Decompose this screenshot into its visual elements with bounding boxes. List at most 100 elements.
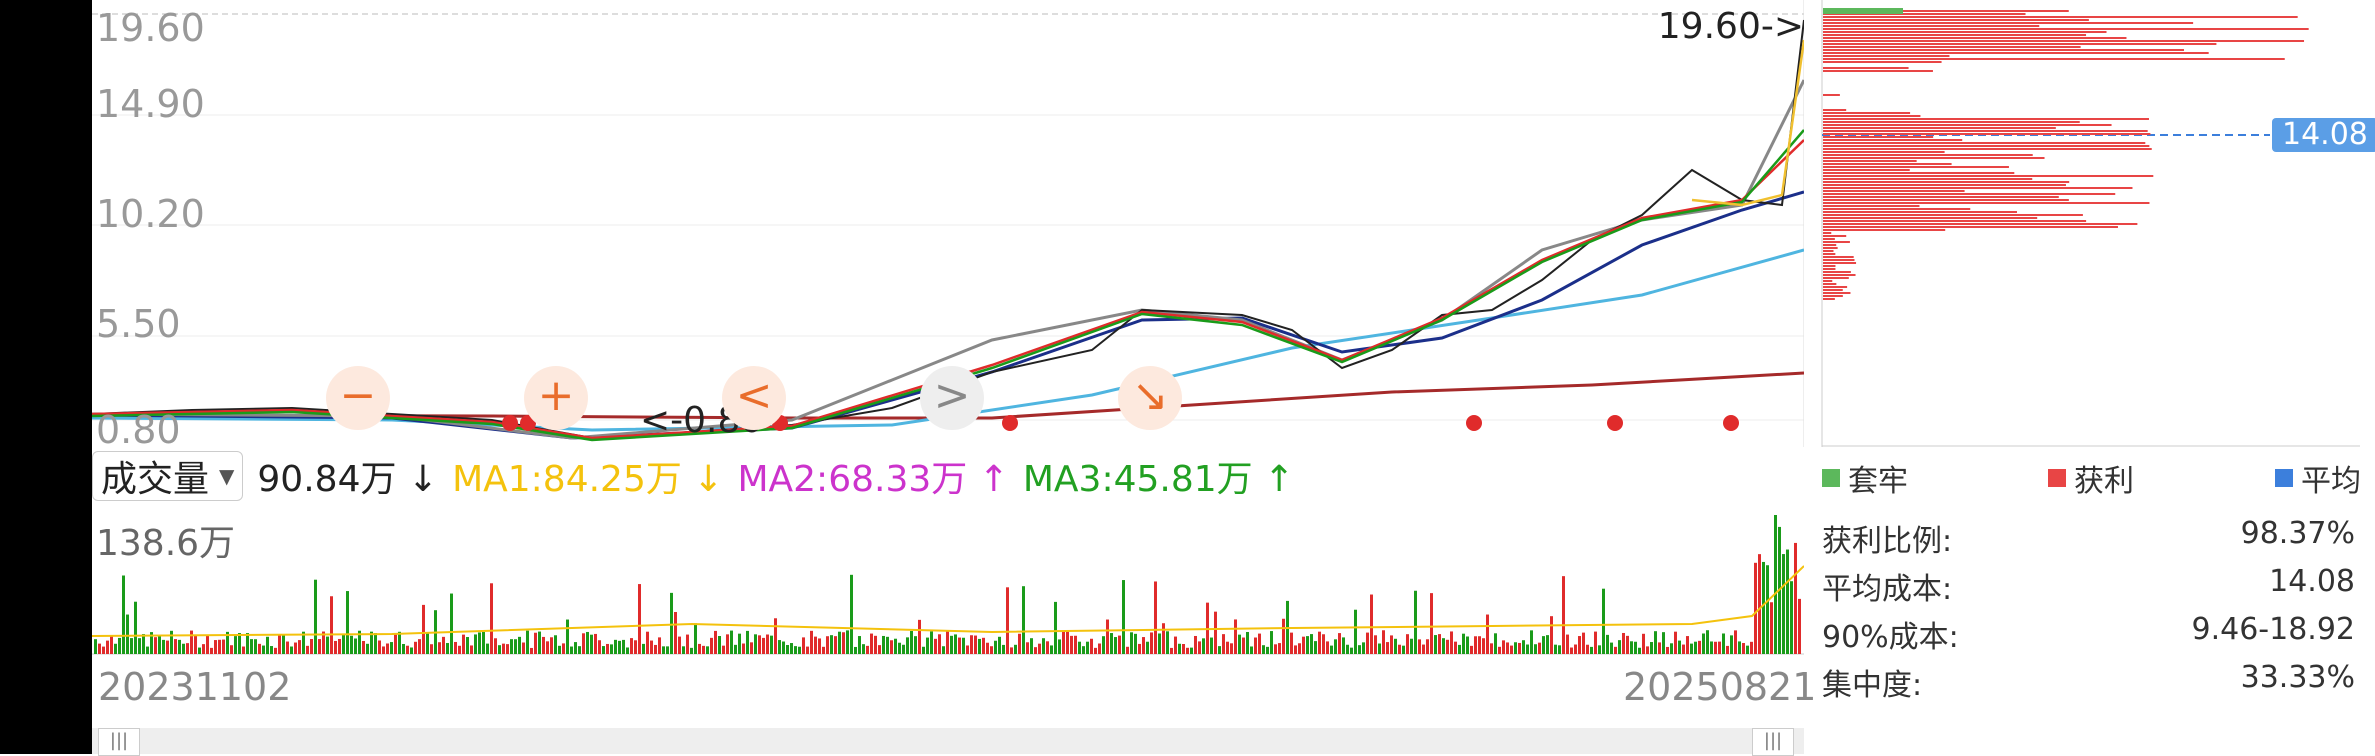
chip-bar (1823, 94, 1840, 96)
volume-bar (1274, 644, 1277, 654)
prev-button[interactable]: < (722, 366, 786, 430)
chip-distribution-chart[interactable] (1820, 0, 2360, 447)
chip-bar (1823, 298, 1835, 300)
volume-bar (1482, 638, 1485, 654)
trapped-swatch (1822, 469, 1840, 487)
volume-bar (1534, 644, 1537, 654)
volume-bar (506, 644, 509, 654)
volume-bar (1358, 645, 1361, 654)
volume-bar (422, 604, 425, 654)
volume-bar (462, 634, 465, 654)
event-dot (1002, 415, 1018, 431)
volume-bar (770, 635, 773, 654)
volume-bar (426, 633, 429, 654)
volume-bar (1210, 637, 1213, 654)
volume-bar (1346, 644, 1349, 654)
volume-bar (206, 634, 209, 654)
volume-bar (802, 637, 805, 654)
reset-button[interactable]: ↘ (1118, 366, 1182, 430)
volume-bar (1446, 639, 1449, 654)
volume-bar (1050, 645, 1053, 654)
volume-bar (714, 630, 717, 654)
volume-bar (1698, 640, 1701, 654)
chip-bar (1823, 178, 2033, 180)
volume-bar (1522, 640, 1525, 654)
volume-bar (1502, 640, 1505, 654)
volume-bar (1142, 637, 1145, 654)
stat-profit-ratio: 获利比例: 98.37% (1822, 516, 2355, 559)
volume-bar (1666, 646, 1669, 654)
kline-chart[interactable]: 19.60 14.90 10.20 5.50 0.80 19.60-> <-0.… (92, 0, 1804, 452)
chip-bar (1823, 256, 1854, 258)
volume-bar (358, 630, 361, 654)
volume-bar (302, 631, 305, 654)
volume-bar (634, 640, 637, 654)
volume-bar (414, 641, 417, 654)
volume-max-label: 138.6万 (96, 523, 236, 564)
volume-bar (818, 638, 821, 654)
volume-bar (1058, 639, 1061, 654)
volume-bar (1422, 644, 1425, 654)
volume-bar (1046, 641, 1049, 654)
volume-bar (826, 636, 829, 654)
event-dot (502, 415, 518, 431)
volume-bar (966, 645, 969, 654)
price-axis-label: 14.90 (96, 82, 205, 126)
volume-bar (218, 639, 221, 654)
volume-bar (1494, 633, 1497, 654)
volume-bar (214, 640, 217, 654)
volume-bar (1702, 633, 1705, 654)
volume-bar (1630, 641, 1633, 654)
volume-header: 成交量 ▼ 90.84万 ↓ MA1:84.25万 ↓ MA2:68.33万 ↑… (92, 448, 1804, 504)
volume-bar (1022, 586, 1025, 654)
volume-bar (1062, 630, 1065, 654)
volume-chart[interactable]: 138.6万 (91, 506, 1805, 656)
volume-bar (1094, 647, 1097, 654)
scroll-right-handle[interactable]: ||| (1752, 728, 1794, 756)
volume-bar (1734, 630, 1737, 654)
volume-bar (1746, 645, 1749, 654)
volume-bar (102, 646, 105, 654)
chip-bar (1823, 250, 1834, 252)
volume-bar (1282, 618, 1285, 654)
volume-bar (1774, 515, 1777, 654)
volume-bar (1030, 638, 1033, 654)
volume-bar (1578, 636, 1581, 654)
chip-bar (1823, 148, 2152, 150)
volume-bar (1406, 634, 1409, 654)
indicator-select[interactable]: 成交量 ▼ (92, 451, 244, 501)
volume-bar (1546, 635, 1549, 654)
volume-bar (570, 646, 573, 654)
next-button[interactable]: > (920, 366, 984, 430)
volume-bar (846, 630, 849, 654)
volume-bar (1754, 562, 1757, 654)
scroll-left-handle[interactable]: ||| (98, 728, 140, 756)
volume-bar (554, 635, 557, 654)
volume-bar (1530, 630, 1533, 654)
volume-bar (1166, 631, 1169, 654)
volume-bar (830, 635, 833, 654)
chip-bar (1823, 232, 1832, 234)
volume-bar (742, 643, 745, 654)
volume-bar (1214, 611, 1217, 654)
timeline-scrollbar[interactable]: ||| ||| (92, 728, 1804, 756)
zoom-in-button[interactable]: + (524, 366, 588, 430)
volume-bar (1730, 635, 1733, 654)
zoom-out-button[interactable]: − (326, 366, 390, 430)
chip-bar (1823, 40, 2305, 42)
volume-bar (1082, 646, 1085, 654)
volume-bar (754, 634, 757, 654)
chip-bar (1823, 13, 2026, 15)
volume-bar (306, 645, 309, 654)
chip-bar (1823, 226, 2118, 228)
volume-bar (854, 646, 857, 654)
volume-bar (114, 643, 117, 654)
chip-bar (1823, 136, 1934, 138)
volume-bar (1490, 643, 1493, 654)
volume-bar (1398, 644, 1401, 654)
event-dot (1466, 415, 1482, 431)
volume-bar (1542, 636, 1545, 654)
volume-bar (1106, 619, 1109, 654)
volume-bar (1054, 601, 1057, 654)
volume-bar (1478, 636, 1481, 654)
